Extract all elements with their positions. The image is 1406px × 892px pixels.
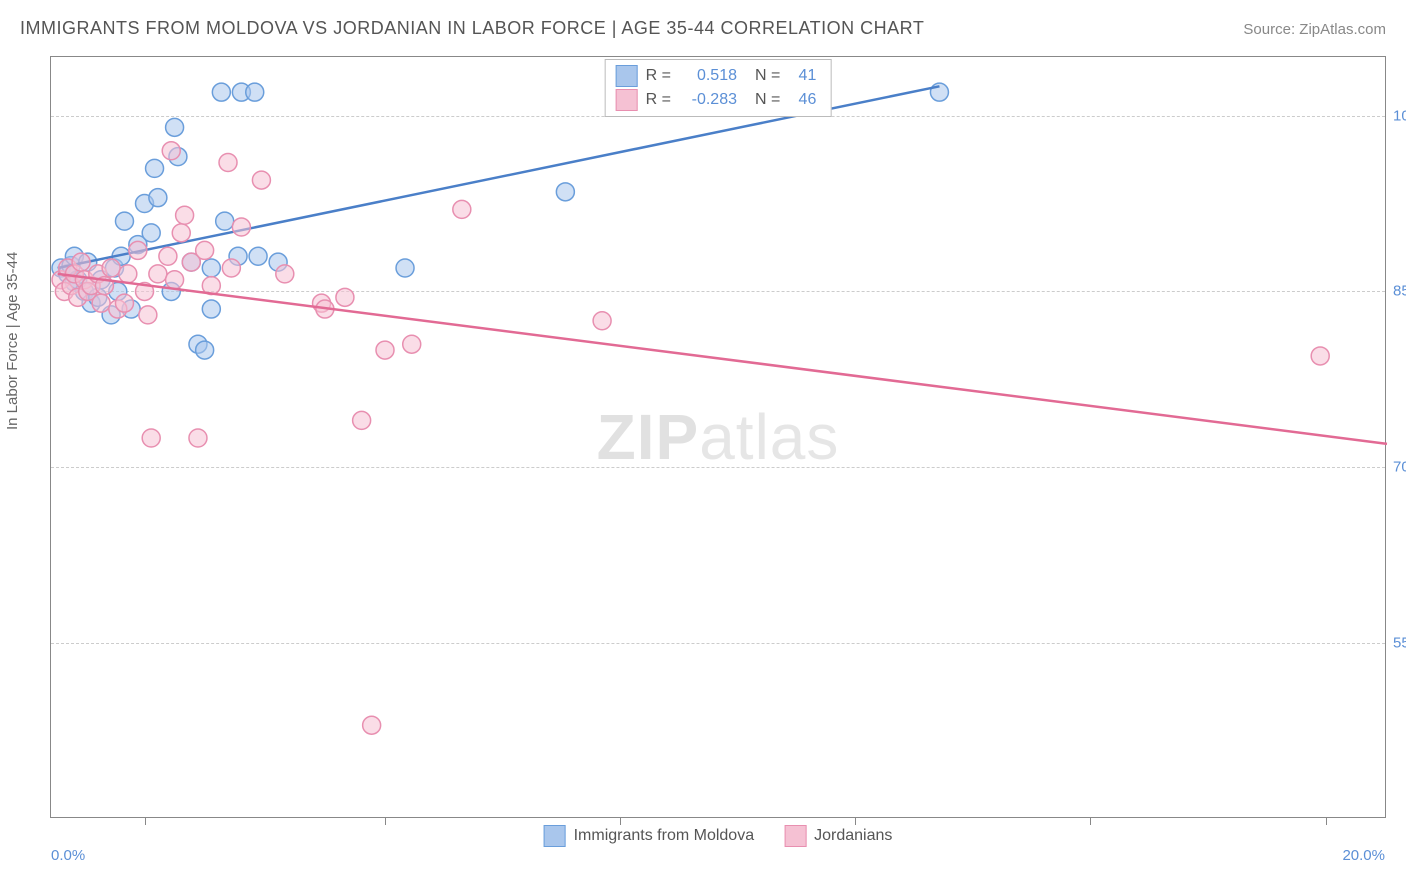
data-point	[556, 183, 574, 201]
legend-r-label: R =	[646, 88, 671, 112]
plot-area: 100.0%85.0%70.0%55.0% ZIPatlas R =0.518N…	[50, 56, 1386, 818]
data-point	[363, 716, 381, 734]
data-point	[276, 265, 294, 283]
trend-line	[58, 274, 1387, 444]
y-tick-label: 100.0%	[1393, 107, 1406, 124]
x-tick	[1326, 817, 1327, 825]
data-point	[92, 294, 110, 312]
x-tick	[1090, 817, 1091, 825]
legend-swatch	[784, 825, 806, 847]
data-point	[149, 265, 167, 283]
legend-n-value: 41	[788, 64, 816, 88]
data-point	[336, 288, 354, 306]
data-point	[403, 335, 421, 353]
data-point	[219, 154, 237, 172]
data-point	[212, 83, 230, 101]
data-point	[222, 259, 240, 277]
data-point	[166, 271, 184, 289]
data-point	[246, 83, 264, 101]
data-point	[129, 241, 147, 259]
data-point	[453, 200, 471, 218]
source-name: ZipAtlas.com	[1299, 21, 1386, 38]
x-max-label: 20.0%	[1342, 847, 1385, 864]
data-point	[593, 312, 611, 330]
data-point	[196, 341, 214, 359]
data-point	[102, 259, 120, 277]
series-name: Jordanians	[814, 827, 892, 844]
data-point	[166, 118, 184, 136]
data-point	[176, 206, 194, 224]
legend-r-label: R =	[646, 64, 671, 88]
y-tick-label: 55.0%	[1393, 635, 1406, 652]
legend-n-value: 46	[788, 88, 816, 112]
chart-source: Source: ZipAtlas.com	[1243, 21, 1386, 38]
data-point	[142, 429, 160, 447]
legend-r-value: -0.283	[679, 88, 737, 112]
chart-header: IMMIGRANTS FROM MOLDOVA VS JORDANIAN IN …	[20, 18, 1386, 39]
y-tick-label: 70.0%	[1393, 459, 1406, 476]
data-point	[1311, 347, 1329, 365]
legend-swatch	[544, 825, 566, 847]
data-point	[142, 224, 160, 242]
legend-n-label: N =	[755, 88, 780, 112]
legend-swatch	[616, 89, 638, 111]
data-point	[376, 341, 394, 359]
chart-svg	[51, 57, 1385, 817]
data-point	[172, 224, 190, 242]
data-point	[115, 294, 133, 312]
data-point	[119, 265, 137, 283]
series-name: Immigrants from Moldova	[574, 827, 755, 844]
data-point	[249, 247, 267, 265]
data-point	[162, 142, 180, 160]
legend-row: R = -0.283 N = 46	[616, 88, 817, 112]
data-point	[159, 247, 177, 265]
data-point	[252, 171, 270, 189]
data-point	[196, 241, 214, 259]
x-tick	[620, 817, 621, 825]
legend-swatch	[616, 65, 638, 87]
data-point	[149, 189, 167, 207]
data-point	[72, 253, 90, 271]
legend-r-value: 0.518	[679, 64, 737, 88]
data-point	[353, 411, 371, 429]
data-point	[930, 83, 948, 101]
chart-title: IMMIGRANTS FROM MOLDOVA VS JORDANIAN IN …	[20, 18, 924, 39]
x-min-label: 0.0%	[51, 847, 85, 864]
data-point	[216, 212, 234, 230]
data-point	[396, 259, 414, 277]
legend-n-label: N =	[755, 64, 780, 88]
data-point	[146, 159, 164, 177]
data-point	[202, 259, 220, 277]
x-tick	[385, 817, 386, 825]
legend-row: R = 0.518 N = 41	[616, 64, 817, 88]
data-point	[139, 306, 157, 324]
data-point	[232, 218, 250, 236]
series-legend-item: Immigrants from Moldova	[544, 825, 755, 847]
data-point	[202, 300, 220, 318]
y-axis-label: In Labor Force | Age 35-44	[4, 252, 21, 430]
y-tick-label: 85.0%	[1393, 283, 1406, 300]
x-tick	[855, 817, 856, 825]
correlation-legend: R = 0.518 N = 41 R = -0.283 N = 46	[605, 59, 832, 117]
x-tick	[145, 817, 146, 825]
source-prefix: Source:	[1243, 21, 1299, 38]
series-legend: Immigrants from Moldova Jordanians	[544, 825, 893, 847]
data-point	[115, 212, 133, 230]
series-legend-item: Jordanians	[784, 825, 892, 847]
data-point	[189, 429, 207, 447]
